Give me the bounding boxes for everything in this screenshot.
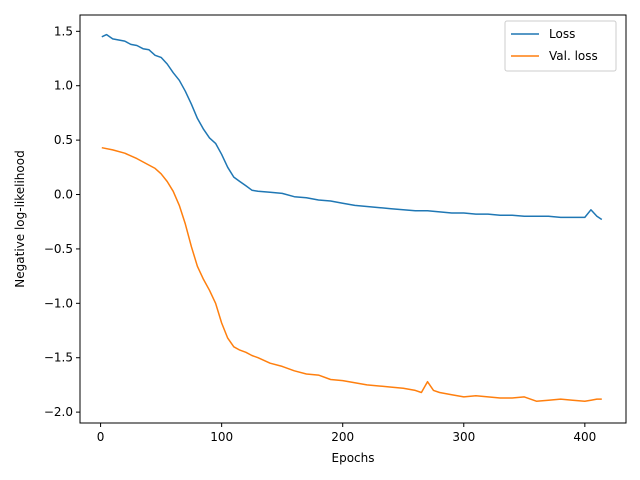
y-tick-label: 0.5 — [54, 133, 73, 147]
legend-label-1: Loss — [549, 27, 575, 41]
y-tick-label: 0.0 — [54, 188, 73, 202]
y-tick-label: −1.0 — [44, 296, 73, 310]
x-axis-label: Epochs — [332, 451, 375, 465]
plot-area-frame — [79, 14, 627, 424]
legend: Loss Val. loss — [504, 20, 617, 72]
y-axis: 1.5 1.0 0.5 0.0 −0.5 −1.0 −1.5 −2.0 — [44, 24, 80, 419]
series-layer — [101, 33, 603, 402]
y-axis-label: Negative log-likelihood — [13, 150, 27, 287]
x-tick-label: 0 — [97, 430, 105, 444]
y-tick-label: −0.5 — [44, 242, 73, 256]
x-tick-label: 100 — [210, 430, 233, 444]
y-tick-label: −1.5 — [44, 351, 73, 365]
legend-label-2: Val. loss — [549, 49, 598, 63]
x-axis: 0 100 200 300 400 — [97, 423, 596, 444]
series-line-2 — [101, 146, 602, 402]
x-tick-label: 200 — [331, 430, 354, 444]
series-line-1 — [101, 33, 603, 221]
x-tick-label: 300 — [452, 430, 475, 444]
x-tick-label: 400 — [573, 430, 596, 444]
y-tick-label: 1.5 — [54, 24, 73, 38]
y-tick-label: −2.0 — [44, 405, 73, 419]
y-tick-label: 1.0 — [54, 79, 73, 93]
